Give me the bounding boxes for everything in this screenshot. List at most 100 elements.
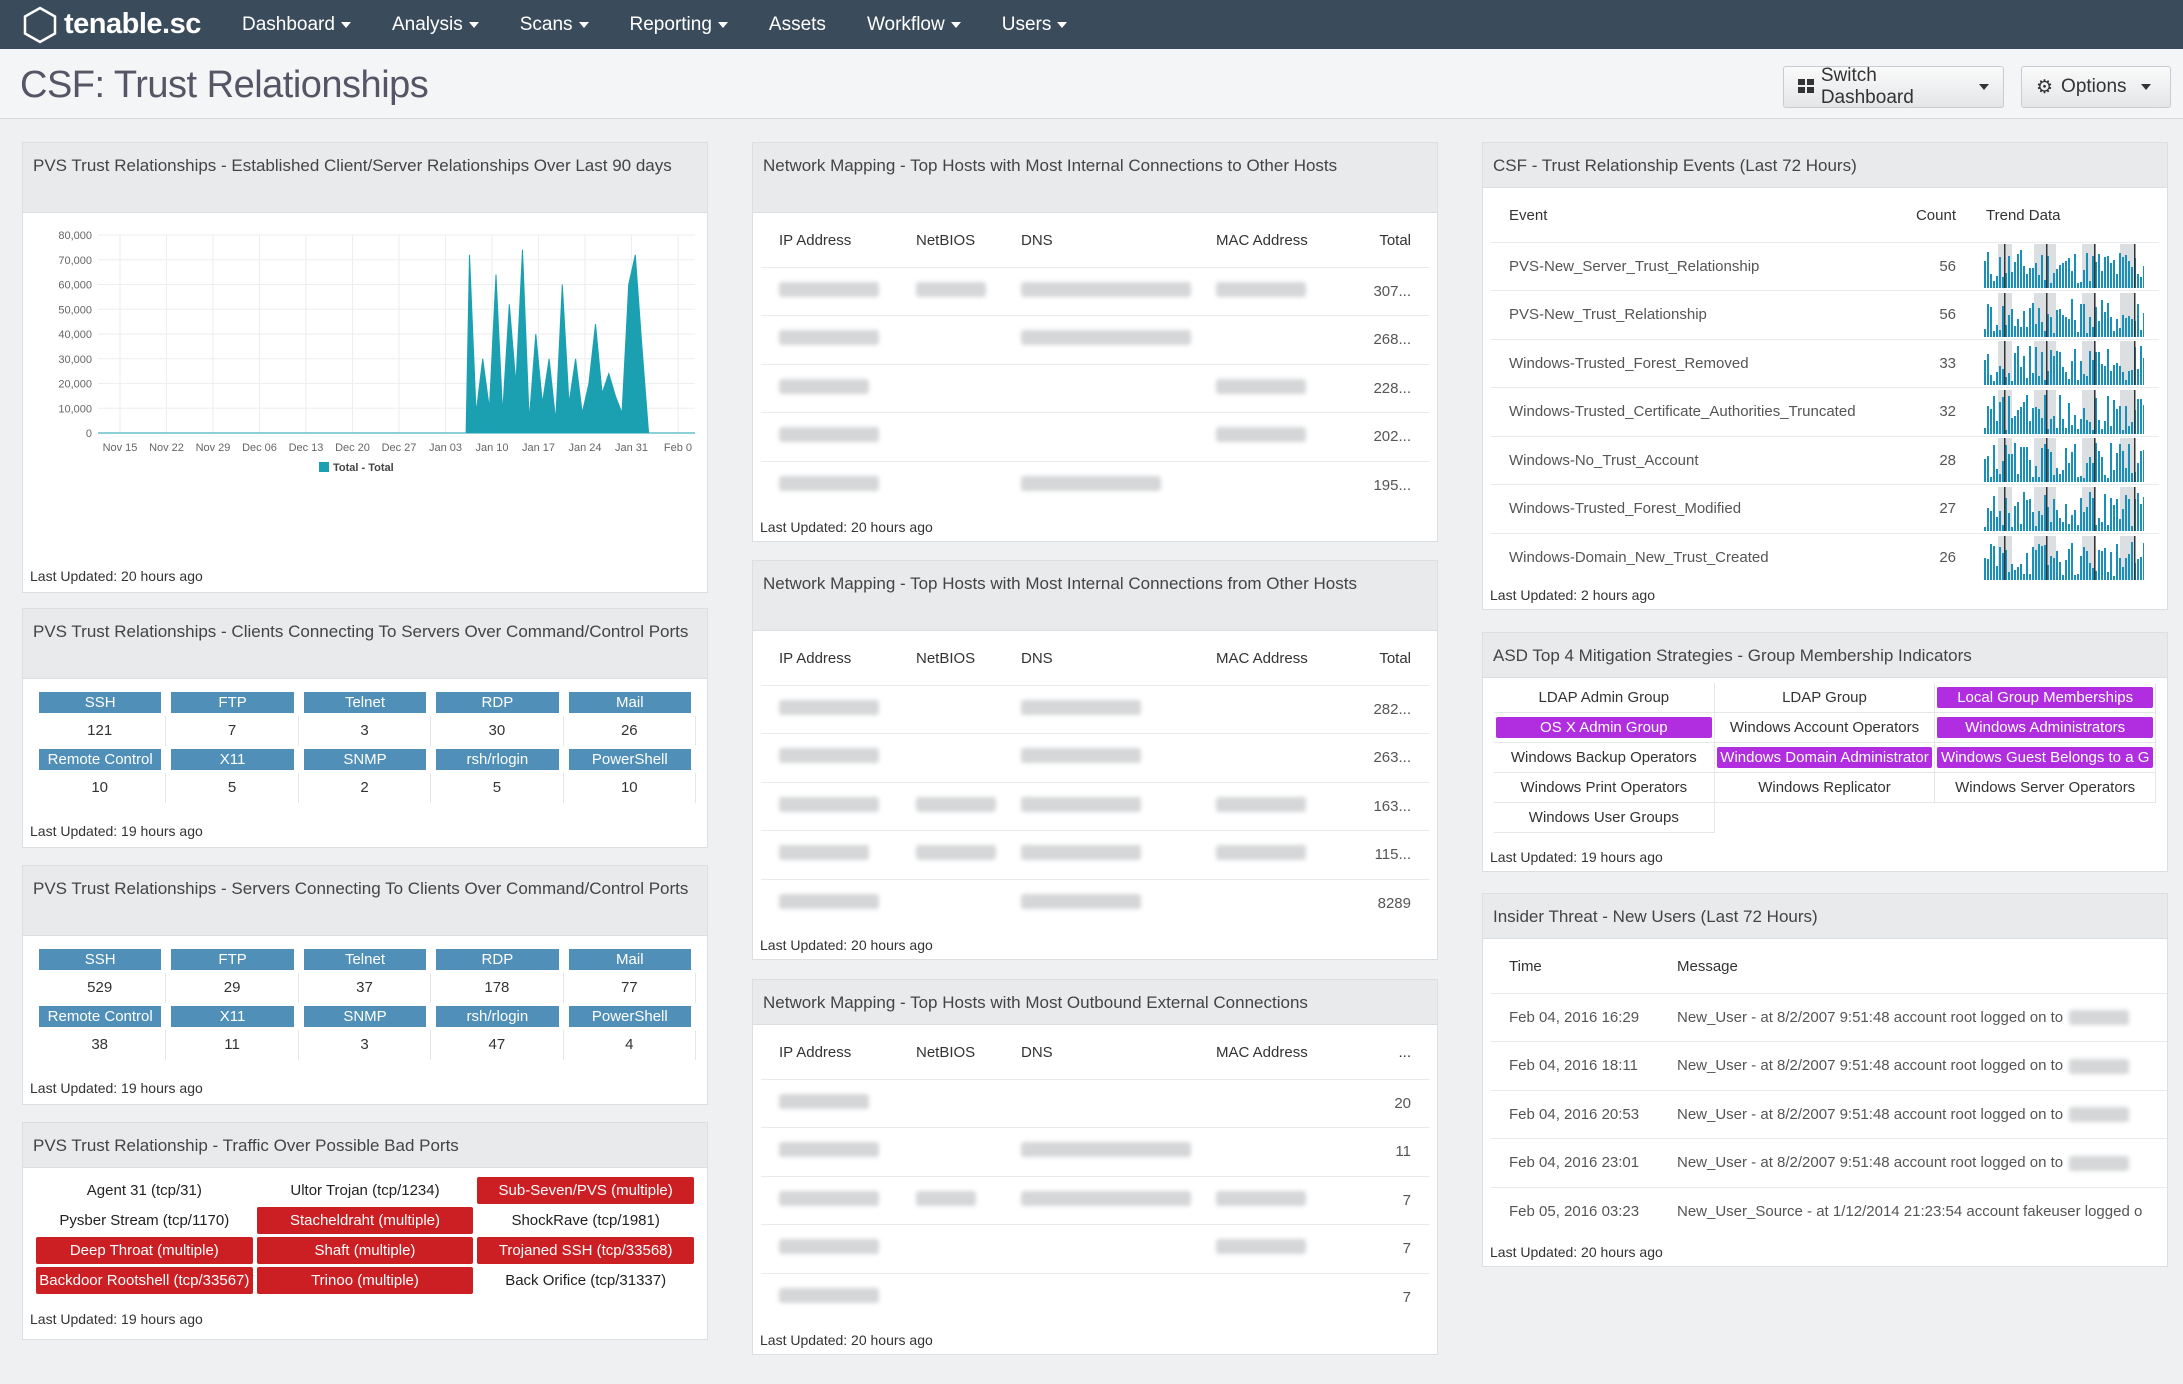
group-indicator-cell[interactable]: Windows Domain Administrator [1714,743,1936,773]
bad-port-cell[interactable]: ShockRave (tcp/1981) [511,1212,660,1229]
column-header[interactable]: DNS [1021,650,1053,668]
column-header[interactable]: NetBIOS [916,232,976,250]
port-count[interactable]: 11 [166,1030,299,1060]
group-indicator-cell[interactable]: Windows User Groups [1494,803,1715,833]
column-header[interactable]: Message [1677,958,1738,976]
column-header[interactable]: IP Address [779,1044,852,1062]
column-header[interactable]: Time [1509,958,1542,976]
group-indicator-cell[interactable]: Windows Replicator [1714,773,1936,803]
bad-port-cell[interactable]: Ultor Trojan (tcp/1234) [290,1182,440,1199]
nav-item-workflow[interactable]: Workflow [867,14,961,36]
table-row[interactable]: 7 [761,1175,1429,1225]
column-header[interactable]: DNS [1021,1044,1053,1062]
bad-port-cell[interactable]: Trojaned SSH (tcp/33568) [477,1237,694,1264]
bad-port-cell[interactable]: Trinoo (multiple) [256,1267,474,1294]
column-header[interactable]: MAC Address [1216,232,1308,250]
port-count[interactable]: 38 [34,1030,167,1060]
tenable-logo[interactable]: tenable.sc [22,6,242,44]
column-header[interactable]: NetBIOS [916,1044,976,1062]
table-row[interactable]: 163... [761,781,1429,831]
port-count[interactable]: 29 [166,973,299,1003]
column-header[interactable]: MAC Address [1216,1044,1308,1062]
table-row[interactable]: PVS-New_Server_Trust_Relationship 56 [1491,241,2159,291]
options-button[interactable]: ⚙ Options [2021,66,2171,108]
column-header[interactable]: IP Address [779,650,852,668]
column-header[interactable]: Trend Data [1986,207,2061,225]
table-row[interactable]: 307... [761,266,1429,316]
table-row[interactable]: 7 [761,1272,1429,1322]
port-count[interactable]: 30 [431,716,564,746]
table-row[interactable]: 11 [761,1127,1429,1176]
port-count[interactable]: 5 [431,773,564,803]
group-indicator-cell[interactable]: Windows Print Operators [1494,773,1715,803]
group-indicator-cell[interactable]: Windows Server Operators [1935,773,2156,803]
table-row[interactable]: Feb 04, 2016 16:29 New_User - at 8/2/2007… [1491,992,2167,1042]
table-row[interactable]: 195... [761,460,1429,510]
group-indicator-cell[interactable]: LDAP Admin Group [1494,683,1715,713]
bad-port-cell[interactable]: Pysber Stream (tcp/1170) [59,1212,230,1229]
group-indicator-cell[interactable]: Local Group Memberships [1935,683,2156,713]
port-count[interactable]: 4 [564,1030,696,1060]
bad-port-cell[interactable]: Backdoor Rootshell (tcp/33567) [36,1267,253,1294]
table-row[interactable]: 228... [761,363,1429,413]
column-header[interactable]: IP Address [779,232,852,250]
port-count[interactable]: 121 [34,716,167,746]
table-row[interactable]: Windows-Trusted_Forest_Modified 27 [1491,484,2159,533]
table-row[interactable]: Feb 04, 2016 23:01 New_User - at 8/2/2007… [1491,1138,2167,1187]
table-row[interactable]: 268... [761,315,1429,364]
table-row[interactable]: Feb 05, 2016 03:23 New_User_Source - at 1… [1491,1186,2167,1236]
group-indicator-cell[interactable]: Windows Account Operators [1714,713,1936,743]
nav-item-assets[interactable]: Assets [769,14,826,36]
table-row[interactable]: Feb 04, 2016 18:11 New_User - at 8/2/2007… [1491,1041,2167,1090]
port-count[interactable]: 37 [299,973,432,1003]
bad-port-cell[interactable]: Shaft (multiple) [256,1237,474,1264]
column-header[interactable]: DNS [1021,232,1053,250]
table-row[interactable]: 202... [761,412,1429,461]
group-indicator-cell[interactable]: OS X Admin Group [1494,713,1715,743]
nav-item-analysis[interactable]: Analysis [392,14,479,36]
table-row[interactable]: Feb 04, 2016 20:53 New_User - at 8/2/2007… [1491,1089,2167,1139]
group-indicator-cell[interactable]: Windows Guest Belongs to a G [1935,743,2156,773]
port-count[interactable]: 2 [299,773,432,803]
table-row[interactable]: PVS-New_Trust_Relationship 56 [1491,290,2159,339]
switch-dashboard-button[interactable]: Switch Dashboard [1783,65,2004,108]
port-count[interactable]: 77 [564,973,696,1003]
column-header[interactable]: Count [1915,207,1956,225]
port-count[interactable]: 10 [564,773,696,803]
bad-port-cell[interactable]: Deep Throat (multiple) [36,1237,253,1264]
port-count[interactable]: 26 [564,716,696,746]
table-row[interactable]: Windows-No_Trust_Account 28 [1491,435,2159,485]
column-header[interactable]: ... [1398,1044,1411,1062]
table-row[interactable]: 263... [761,733,1429,782]
port-count[interactable]: 5 [166,773,299,803]
nav-item-reporting[interactable]: Reporting [630,14,728,36]
table-row[interactable]: 7 [761,1224,1429,1273]
column-header[interactable]: Total [1379,650,1411,668]
column-header[interactable]: NetBIOS [916,650,976,668]
port-count[interactable]: 178 [431,973,564,1003]
nav-item-users[interactable]: Users [1002,14,1068,36]
port-count[interactable]: 3 [299,716,432,746]
table-row[interactable]: 282... [761,684,1429,734]
port-count[interactable]: 10 [34,773,167,803]
table-row[interactable]: 115... [761,830,1429,879]
table-row[interactable]: 20 [761,1078,1429,1128]
bad-port-cell[interactable]: Sub-Seven/PVS (multiple) [477,1177,694,1204]
port-count[interactable]: 7 [166,716,299,746]
port-count[interactable]: 47 [431,1030,564,1060]
column-header[interactable]: Event [1509,207,1548,225]
port-count[interactable]: 529 [34,973,167,1003]
column-header[interactable]: Total [1379,232,1411,250]
nav-item-scans[interactable]: Scans [520,14,589,36]
bad-port-cell[interactable]: Back Orifice (tcp/31337) [505,1272,667,1289]
group-indicator-cell[interactable]: Windows Administrators [1935,713,2156,743]
group-indicator-cell[interactable]: LDAP Group [1714,683,1936,713]
table-row[interactable]: Windows-Trusted_Forest_Removed 33 [1491,338,2159,388]
group-indicator-cell[interactable]: Windows Backup Operators [1494,743,1715,773]
column-header[interactable]: MAC Address [1216,650,1308,668]
bad-port-cell[interactable]: Agent 31 (tcp/31) [86,1182,202,1199]
bad-port-cell[interactable]: Stacheldraht (multiple) [256,1207,474,1234]
table-row[interactable]: 8289 [761,878,1429,928]
nav-item-dashboard[interactable]: Dashboard [242,14,351,36]
port-count[interactable]: 3 [299,1030,432,1060]
